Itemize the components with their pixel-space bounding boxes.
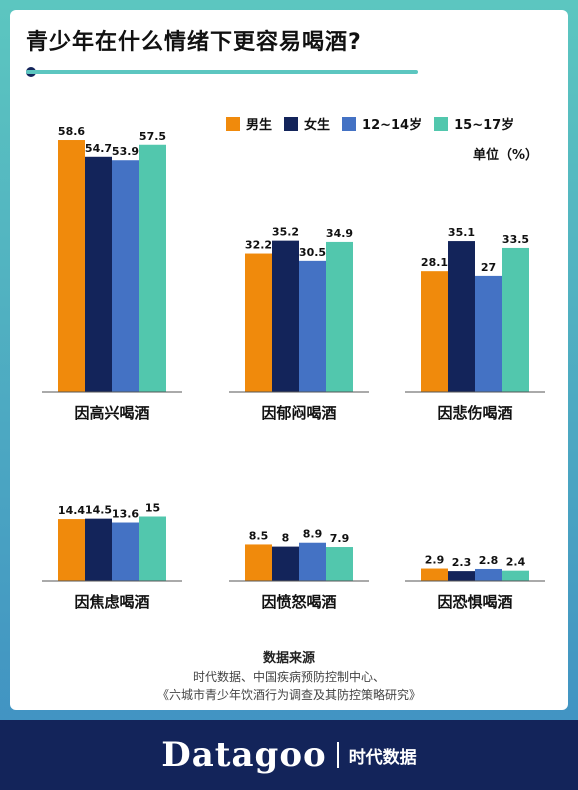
value-label-fear-age-12-14: 2.8 bbox=[479, 554, 499, 567]
source-line-2: 《六城市青少年饮酒行为调查及其防控策略研究》 bbox=[156, 688, 421, 702]
bar-sad-girls bbox=[448, 241, 475, 392]
bar-depressed-boys bbox=[245, 253, 272, 392]
bar-happy-boys bbox=[58, 140, 85, 392]
chart-title: 青少年在什么情绪下更容易喝酒? bbox=[26, 30, 362, 55]
bar-anxious-girls bbox=[85, 518, 112, 581]
bar-angry-age-15-17 bbox=[326, 547, 353, 581]
value-label-happy-girls: 54.7 bbox=[85, 142, 112, 155]
legend-item-girls: 女生 bbox=[284, 114, 330, 133]
value-label-fear-boys: 2.9 bbox=[425, 554, 445, 567]
bar-fear-girls bbox=[448, 571, 475, 581]
bar-group-depressed: 32.235.230.534.9 因郁闷喝酒 bbox=[229, 226, 369, 422]
brand-divider bbox=[336, 742, 339, 768]
value-label-angry-age-12-14: 8.9 bbox=[303, 528, 323, 541]
source-line-1: 时代数据、中国疾病预防控制中心、 bbox=[192, 670, 385, 684]
legend-label-age-15-17: 15~17岁 bbox=[454, 118, 515, 133]
value-label-angry-boys: 8.5 bbox=[249, 529, 269, 542]
title-underline bbox=[26, 70, 418, 74]
grouped-bar-chart: 58.654.7 53.957.5 因高兴喝酒 32.235.230.534.9 因郁闷… bbox=[42, 125, 545, 611]
bar-group-happy: 58.654.7 53.957.5 因高兴喝酒 bbox=[42, 125, 182, 422]
bar-depressed-age-12-14 bbox=[299, 260, 326, 392]
value-label-happy-age-15-17: 57.5 bbox=[139, 130, 166, 143]
value-label-sad-girls: 35.1 bbox=[448, 226, 475, 239]
legend-item-age-12-14: 12~14岁 bbox=[342, 114, 422, 133]
value-label-angry-girls: 8 bbox=[282, 532, 290, 545]
bar-angry-age-12-14 bbox=[299, 542, 326, 581]
legend-label-boys: 男生 bbox=[246, 118, 273, 133]
source-title: 数据来源 bbox=[262, 651, 315, 666]
value-label-sad-boys: 28.1 bbox=[421, 256, 448, 269]
category-label-depressed: 因郁闷喝酒 bbox=[261, 404, 336, 422]
bar-fear-age-15-17 bbox=[502, 570, 529, 581]
value-label-depressed-age-12-14: 30.5 bbox=[299, 246, 326, 259]
legend-swatch-age-12-14 bbox=[342, 116, 357, 131]
value-label-depressed-boys: 32.2 bbox=[245, 239, 272, 252]
bar-anxious-boys bbox=[58, 519, 85, 581]
bar-angry-boys bbox=[245, 544, 272, 581]
bar-group-anxious: 14.4 14.5 13.6 15 因焦虑喝酒 bbox=[42, 502, 182, 611]
value-label-anxious-age-15-17: 15 bbox=[145, 502, 160, 515]
brand-name-cn: 时代数据 bbox=[348, 747, 417, 768]
bar-sad-age-12-14 bbox=[475, 275, 502, 392]
value-label-sad-age-15-17: 33.5 bbox=[502, 233, 529, 246]
value-label-depressed-girls: 35.2 bbox=[272, 226, 299, 239]
bar-happy-age-15-17 bbox=[139, 144, 166, 392]
category-label-angry: 因愤怒喝酒 bbox=[261, 593, 336, 611]
value-label-anxious-age-12-14: 13.6 bbox=[112, 508, 139, 521]
bar-anxious-age-12-14 bbox=[112, 522, 139, 581]
infographic-card: 青少年在什么情绪下更容易喝酒? 男生 女生 12~14岁 15~17岁 单位（%… bbox=[10, 10, 568, 710]
value-label-fear-age-15-17: 2.4 bbox=[506, 556, 526, 569]
value-label-anxious-boys: 14.4 bbox=[58, 504, 85, 517]
bar-depressed-age-15-17 bbox=[326, 241, 353, 392]
value-label-happy-age-12-14: 53.9 bbox=[112, 145, 139, 158]
bar-fear-age-12-14 bbox=[475, 568, 502, 581]
data-source: 数据来源 时代数据、中国疾病预防控制中心、 《六城市青少年饮酒行为调查及其防控策… bbox=[10, 650, 568, 704]
legend-swatch-girls bbox=[284, 116, 299, 131]
category-label-happy: 因高兴喝酒 bbox=[74, 404, 149, 422]
bar-group-sad: 28.1 35.1 27 33.5 因悲伤喝酒 bbox=[405, 226, 545, 422]
bar-group-angry: 8.5 8 8.9 7.9 因愤怒喝酒 bbox=[229, 528, 369, 611]
bar-group-fear: 2.9 2.3 2.8 2.4 因恐惧喝酒 bbox=[405, 554, 545, 611]
category-label-sad: 因悲伤喝酒 bbox=[437, 404, 512, 422]
value-label-angry-age-15-17: 7.9 bbox=[330, 532, 350, 545]
legend-swatch-boys bbox=[226, 116, 240, 131]
category-label-anxious: 因焦虑喝酒 bbox=[74, 593, 149, 611]
legend: 男生 女生 12~14岁 15~17岁 bbox=[226, 114, 514, 133]
bar-sad-age-15-17 bbox=[502, 247, 529, 392]
value-label-fear-girls: 2.3 bbox=[452, 556, 472, 569]
footer-bar: Datagoo 时代数据 bbox=[0, 720, 578, 790]
bar-sad-boys bbox=[421, 271, 448, 392]
legend-swatch-age-15-17 bbox=[434, 116, 449, 131]
legend-label-age-12-14: 12~14岁 bbox=[362, 118, 423, 133]
legend-label-girls: 女生 bbox=[304, 118, 331, 133]
unit-label: 单位（%） bbox=[473, 148, 539, 163]
value-label-sad-age-12-14: 27 bbox=[481, 261, 496, 274]
category-label-fear: 因恐惧喝酒 bbox=[437, 593, 512, 611]
value-label-happy-boys: 58.6 bbox=[58, 125, 85, 138]
bar-angry-girls bbox=[272, 546, 299, 581]
bar-happy-age-12-14 bbox=[112, 160, 139, 392]
value-label-anxious-girls: 14.5 bbox=[85, 504, 112, 517]
bar-happy-girls bbox=[85, 156, 112, 392]
legend-item-boys: 男生 bbox=[226, 114, 272, 133]
value-label-depressed-age-15-17: 34.9 bbox=[326, 227, 353, 240]
bar-fear-boys bbox=[421, 568, 448, 581]
legend-item-age-15-17: 15~17岁 bbox=[434, 114, 514, 133]
bar-depressed-girls bbox=[272, 240, 299, 392]
bar-anxious-age-15-17 bbox=[139, 516, 166, 581]
brand-logo: Datagoo bbox=[161, 735, 327, 775]
